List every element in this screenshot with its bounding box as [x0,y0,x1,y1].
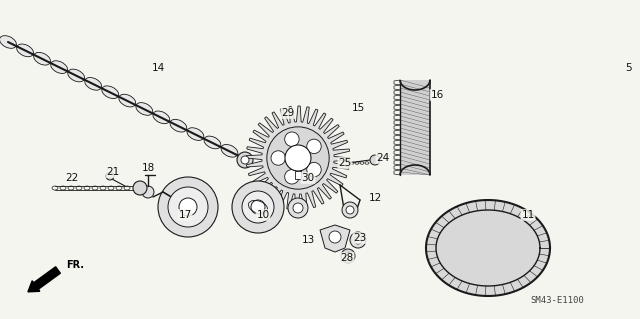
Text: 15: 15 [351,103,365,113]
Ellipse shape [170,119,187,132]
Polygon shape [295,171,301,179]
Text: FR.: FR. [66,260,84,270]
Circle shape [267,127,329,189]
Ellipse shape [17,44,33,57]
Polygon shape [246,106,350,210]
Text: 30: 30 [301,173,315,183]
Ellipse shape [34,52,51,65]
Circle shape [293,203,303,213]
Text: 14: 14 [152,63,164,73]
Text: 28: 28 [340,253,354,263]
Circle shape [133,181,147,195]
Circle shape [288,198,308,218]
Circle shape [285,170,299,184]
Circle shape [158,177,218,237]
Ellipse shape [153,111,170,124]
Text: 11: 11 [522,210,534,220]
Circle shape [354,236,362,244]
Circle shape [142,186,154,198]
Text: 23: 23 [353,233,367,243]
Text: 21: 21 [106,167,120,177]
Text: 25: 25 [339,158,351,168]
Circle shape [237,152,253,168]
FancyArrow shape [28,267,60,292]
Ellipse shape [187,128,204,140]
Circle shape [251,200,265,214]
Text: 16: 16 [430,90,444,100]
Circle shape [307,139,321,154]
Circle shape [341,249,355,263]
Text: 12: 12 [369,193,381,203]
Ellipse shape [102,86,118,99]
Ellipse shape [136,103,153,115]
Polygon shape [400,80,430,175]
Text: SM43-E1100: SM43-E1100 [530,296,584,305]
Ellipse shape [0,36,17,48]
Ellipse shape [221,145,238,157]
Circle shape [168,187,208,227]
Circle shape [285,132,299,146]
Ellipse shape [204,136,221,149]
Circle shape [232,181,284,233]
Circle shape [106,172,114,180]
Circle shape [329,231,341,243]
Ellipse shape [84,78,102,90]
Text: 18: 18 [141,163,155,173]
Ellipse shape [119,94,136,107]
Text: 17: 17 [179,210,191,220]
Polygon shape [426,200,550,296]
Text: 10: 10 [257,210,269,220]
Text: 22: 22 [65,173,79,183]
Circle shape [344,253,351,259]
Circle shape [307,162,321,177]
Circle shape [346,206,354,214]
Circle shape [350,232,366,248]
Text: 5: 5 [625,63,631,73]
Text: 29: 29 [282,108,294,118]
Text: 24: 24 [376,153,390,163]
Circle shape [241,156,249,164]
Circle shape [242,191,274,223]
Ellipse shape [51,61,68,73]
Circle shape [370,155,380,165]
Circle shape [179,198,197,216]
Text: 13: 13 [301,235,315,245]
Polygon shape [320,225,350,252]
Circle shape [271,151,285,165]
Circle shape [285,145,311,171]
Ellipse shape [68,69,84,82]
Circle shape [342,202,358,218]
